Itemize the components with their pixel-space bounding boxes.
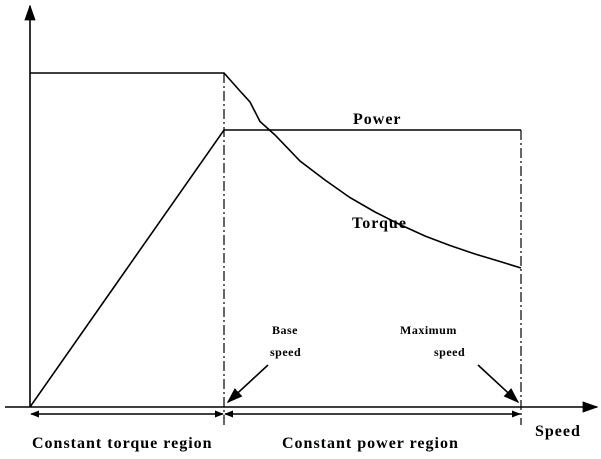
torque-curve (30, 72, 522, 269)
pointer-arrow (226, 364, 269, 404)
base-speed-label: Base (272, 323, 298, 337)
max-speed-label: Maximum (400, 323, 457, 337)
x-axis-label: Speed (535, 423, 581, 440)
power-curve (29, 129, 521, 408)
pointer-arrow (477, 364, 520, 404)
max-speed-label: speed (434, 345, 465, 359)
power-label: Power (353, 111, 402, 128)
region-label: Constant power region (282, 435, 459, 452)
torque-label: Torque (352, 215, 407, 232)
region-label: Constant torque region (32, 435, 213, 452)
base-speed-label: speed (270, 345, 301, 359)
